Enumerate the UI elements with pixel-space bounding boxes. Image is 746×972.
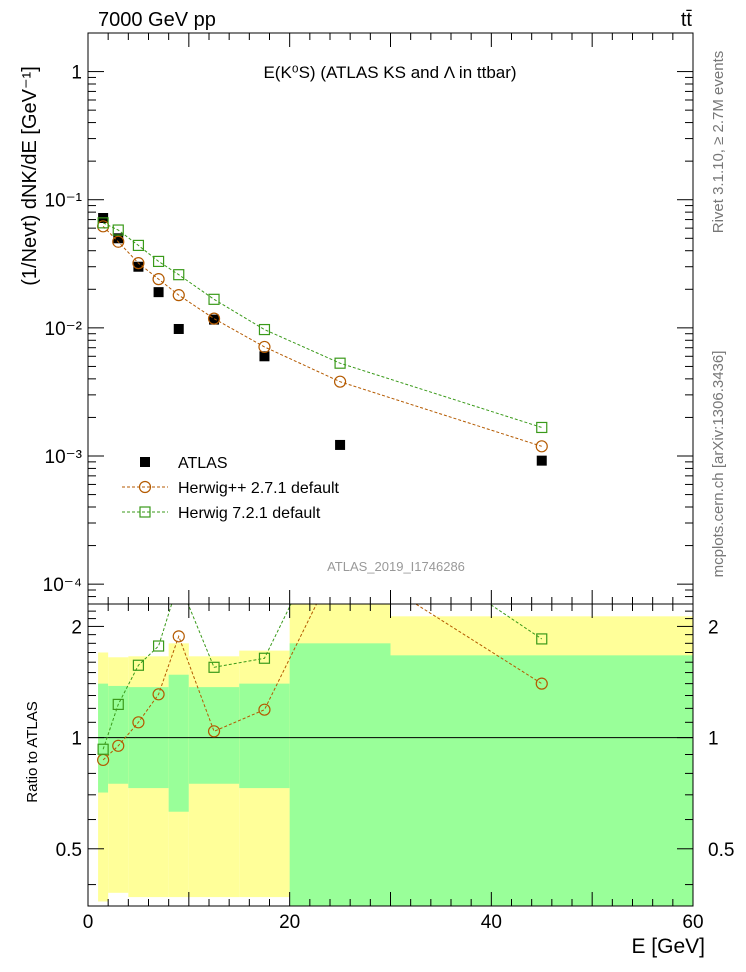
y-tick-label-4: 1 — [71, 63, 82, 84]
band-inner-bin-6 — [239, 683, 290, 789]
band-inner-bin-8 — [390, 655, 693, 906]
herwigpp-point-5 — [207, 312, 221, 325]
legend-label-herwig7: Herwig 7.2.1 default — [178, 505, 321, 522]
herwigpp-ratio-point-6 — [258, 703, 271, 716]
atlas-point-6 — [259, 351, 270, 362]
uncertainty-bands — [98, 604, 693, 906]
ratio-tick-label-0.5: 0.5 — [56, 840, 82, 861]
herwig7-ratio-point-2 — [132, 659, 145, 671]
atlas-point-7 — [335, 439, 346, 450]
ratio-tick-label-right-1: 1 — [708, 729, 719, 750]
herwigpp-point-3 — [152, 273, 165, 286]
herwigpp-point-1 — [112, 235, 125, 248]
herwigpp-ratio-line — [102, 604, 543, 761]
ratio-panel-series — [97, 499, 548, 767]
atlas-point-1 — [113, 233, 124, 244]
tick-labels: 0 20 40 60 10⁻⁴ 10⁻³ 10⁻² 10⁻¹ 1 0.5 0.5 1 1 2 2 — [43, 63, 735, 933]
y-tick-label-0: 10⁻⁴ — [43, 575, 82, 596]
analysis-label: ATLAS_2019_I1746286 — [327, 559, 465, 574]
herwig7-point-4 — [173, 269, 185, 281]
herwig7-ratio-point-8 — [536, 633, 548, 645]
herwig7-point-2 — [132, 239, 145, 252]
herwig7-point-3 — [152, 255, 165, 268]
herwig7-ratio-point-3 — [152, 640, 165, 652]
legend: ATLAS Herwig++ 2.7.1 default Herwig 7.2.1 … — [122, 455, 340, 522]
y-tick-label-2: 10⁻² — [45, 319, 83, 340]
legend-label-atlas: ATLAS — [178, 455, 228, 472]
ratio-tick-label-right-2: 2 — [708, 617, 719, 638]
herwigpp-point-2 — [132, 257, 145, 270]
x-tick-label-60: 60 — [682, 912, 703, 933]
x-tick-label-20: 20 — [279, 912, 300, 933]
herwig7-ratio-point-5 — [208, 661, 220, 673]
header-energy-label: 7000 GeV pp — [98, 9, 216, 31]
herwigpp-ratio-point-8 — [535, 677, 548, 690]
herwig7-ratio-point-6 — [258, 652, 271, 664]
herwigpp-ratio-point-4 — [172, 630, 185, 643]
atlas-point-5 — [209, 314, 220, 325]
herwigpp-ratio-point-1 — [112, 739, 125, 752]
herwig7-point-6 — [258, 323, 271, 336]
band-inner-bin-7 — [289, 643, 391, 906]
legend-label-herwigpp: Herwig++ 2.7.1 default — [178, 480, 340, 497]
herwigpp-point-7 — [333, 375, 347, 388]
herwig7-ratio-point-7 — [335, 499, 345, 509]
legend-marker-herwigpp — [138, 480, 152, 494]
header-process-label: tt̄ — [681, 9, 693, 31]
herwig7-point-0 — [97, 217, 109, 229]
atlas-point-4 — [173, 323, 184, 334]
x-axis-title: E [GeV] — [631, 935, 705, 958]
ratio-tick-label-1: 1 — [71, 729, 82, 750]
ratio-tick-label-right-0.5: 0.5 — [708, 840, 734, 861]
plot-title: E(K⁰S) (ATLAS KS and Λ in ttbar) — [263, 63, 516, 82]
x-tick-label-0: 0 — [83, 912, 94, 933]
herwigpp-ratio-point-5 — [207, 725, 221, 738]
herwigpp-point-6 — [258, 340, 271, 354]
atlas-point-3 — [153, 287, 164, 298]
herwig7-point-5 — [208, 293, 220, 305]
band-inner-bin-4 — [168, 674, 189, 812]
atlas-point-8 — [536, 455, 547, 466]
y-axis-title: (1/Nevt) dNK/dE [GeV⁻¹] — [19, 66, 41, 286]
legend-marker-herwig7 — [139, 506, 151, 518]
band-inner-bin-5 — [188, 687, 240, 784]
herwig7-ratio-point-0 — [97, 743, 109, 755]
herwig7-point-8 — [536, 421, 548, 434]
y-tick-label-3: 10⁻¹ — [45, 191, 83, 212]
y-tick-label-1: 10⁻³ — [45, 447, 83, 468]
x-tick-label-40: 40 — [481, 912, 502, 933]
herwigpp-point-8 — [535, 440, 548, 453]
herwig7-ratio-point-4 — [174, 576, 184, 586]
ratio-axis-title: Ratio to ATLAS — [24, 701, 41, 802]
ratio-tick-label-2: 2 — [71, 617, 82, 638]
herwig7-point-1 — [112, 224, 124, 236]
band-inner-bin-1 — [108, 685, 129, 784]
herwig7-line — [102, 222, 542, 428]
herwigpp-line — [102, 225, 542, 447]
herwig7-ratio-line — [102, 604, 543, 750]
herwig7-ratio-point-1 — [112, 698, 124, 710]
herwig7-point-7 — [334, 357, 346, 369]
axis-ticks — [87, 32, 694, 906]
legend-marker-atlas — [140, 457, 150, 467]
herwigpp-ratio-point-3 — [152, 688, 165, 701]
main-panel-series — [97, 213, 548, 466]
atlas-point-2 — [133, 261, 144, 272]
herwigpp-ratio-point-2 — [132, 716, 145, 729]
rivet-version-label: Rivet 3.1.10, ≥ 2.7M events — [710, 51, 727, 234]
herwigpp-point-4 — [172, 289, 185, 302]
mcplots-label: mcplots.cern.ch [arXiv:1306.3436] — [710, 351, 727, 578]
